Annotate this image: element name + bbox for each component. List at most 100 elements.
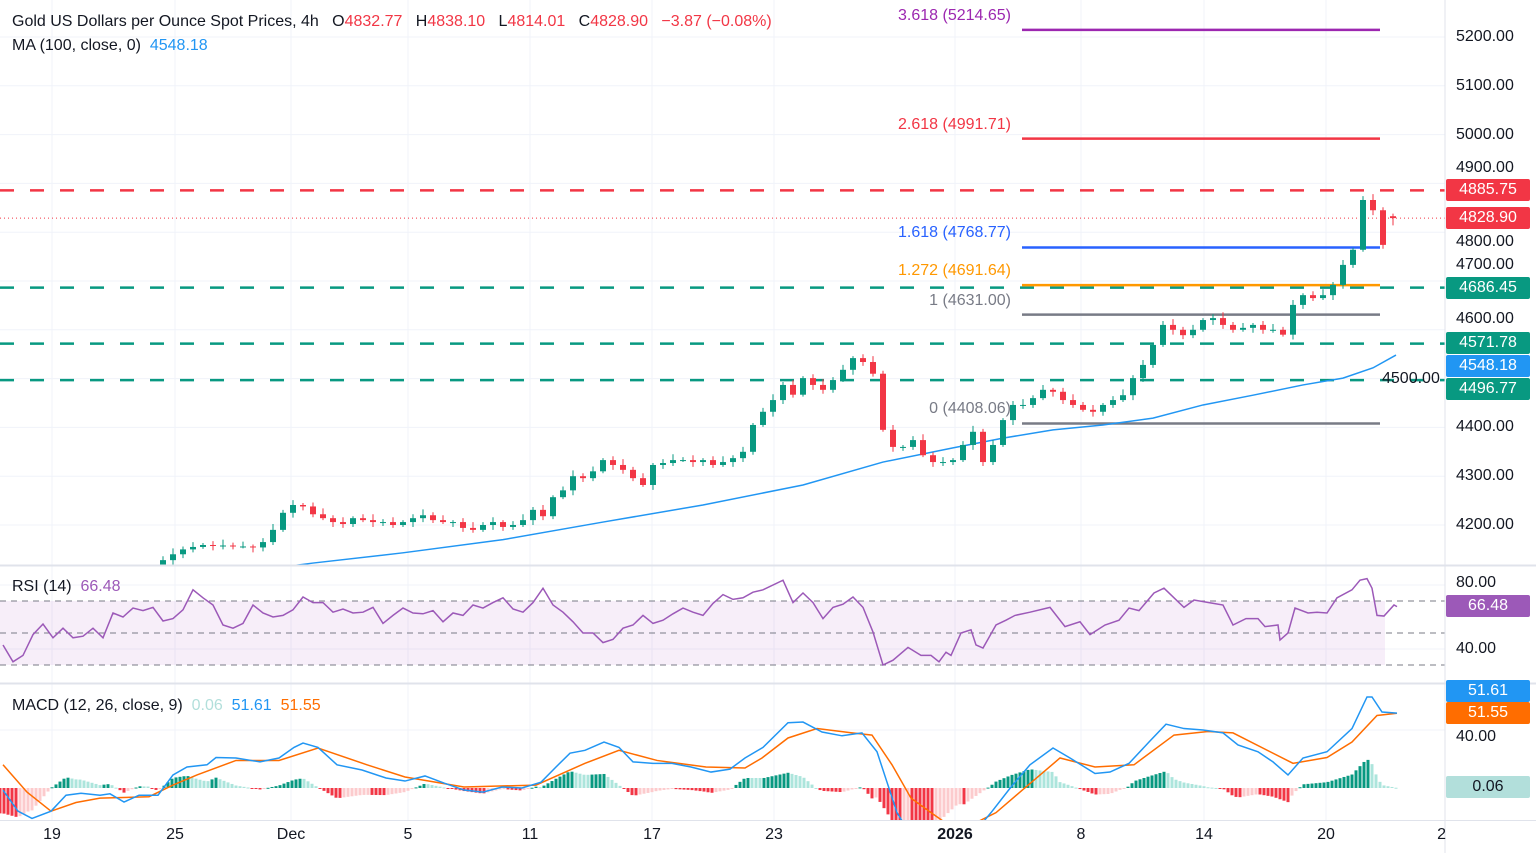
macd-histogram-bar bbox=[906, 788, 910, 820]
macd-histogram-bar bbox=[894, 788, 898, 820]
macd-histogram-bar bbox=[614, 782, 618, 788]
macd-histogram-bar bbox=[334, 788, 338, 798]
macd-histogram-bar bbox=[38, 788, 42, 801]
time-label: 20 bbox=[1317, 826, 1335, 843]
macd-histogram-bar bbox=[1266, 788, 1270, 796]
macd-histogram-bar bbox=[738, 781, 742, 788]
macd-histogram-bar bbox=[902, 788, 906, 820]
price-axis-label: 5000.00 bbox=[1456, 125, 1514, 143]
candle-up bbox=[700, 460, 706, 463]
macd-histogram-bar bbox=[1322, 782, 1326, 788]
candle-down bbox=[1070, 400, 1076, 405]
candle-down bbox=[810, 378, 816, 385]
macd-histogram-bar bbox=[834, 788, 838, 792]
candle-down bbox=[690, 460, 696, 463]
macd-hist-value: 0.06 bbox=[191, 697, 223, 714]
macd-histogram-bar bbox=[138, 786, 142, 788]
macd-histogram-bar bbox=[1226, 788, 1230, 793]
macd-histogram-bar bbox=[322, 788, 326, 791]
macd-histogram-bar bbox=[538, 787, 542, 789]
macd-histogram-bar bbox=[886, 788, 890, 815]
macd-histogram-bar bbox=[310, 783, 314, 788]
low-label: L bbox=[498, 13, 508, 30]
macd-histogram-bar bbox=[1294, 788, 1298, 792]
macd-histogram-bar bbox=[230, 783, 234, 788]
macd-histogram-bar bbox=[762, 777, 766, 788]
macd-histogram-bar bbox=[1290, 788, 1294, 796]
macd-histogram-bar bbox=[1182, 782, 1186, 788]
macd-histogram-bar bbox=[926, 788, 930, 820]
candle-down bbox=[1390, 216, 1396, 219]
macd-histogram-bar bbox=[846, 788, 850, 791]
candle-up bbox=[280, 512, 286, 530]
macd-histogram-bar bbox=[14, 788, 18, 817]
macd-histogram-bar bbox=[522, 788, 526, 790]
macd-histogram-bar bbox=[194, 778, 198, 788]
macd-histogram-bar bbox=[826, 788, 830, 792]
macd-histogram-bar bbox=[1078, 788, 1082, 790]
macd-histogram-bar bbox=[806, 781, 810, 788]
high-label: H bbox=[415, 13, 428, 30]
macd-histogram-bar bbox=[342, 788, 346, 798]
macd-histogram-bar bbox=[374, 788, 378, 795]
macd-histogram-bar bbox=[154, 788, 158, 790]
macd-histogram-bar bbox=[394, 788, 398, 794]
macd-histogram-bar bbox=[402, 788, 406, 793]
change-value: −3.87 (−0.08%) bbox=[661, 13, 772, 30]
candle-down bbox=[630, 469, 636, 479]
macd-histogram-bar bbox=[862, 788, 866, 790]
macd-histogram-bar bbox=[1278, 788, 1282, 800]
macd-histogram-bar bbox=[990, 784, 994, 788]
macd-histogram-bar bbox=[1158, 773, 1162, 788]
macd-histogram-bar bbox=[694, 788, 698, 791]
candle-down bbox=[500, 522, 506, 527]
macd-histogram-bar bbox=[234, 785, 238, 788]
macd-histogram-bar bbox=[1190, 784, 1194, 788]
macd-histogram-bar bbox=[1326, 781, 1330, 788]
macd-histogram-bar bbox=[370, 788, 374, 795]
macd-histogram-bar bbox=[66, 777, 70, 788]
macd-histogram-bar bbox=[574, 772, 578, 788]
macd-histogram-bar bbox=[1142, 777, 1146, 788]
macd-histogram-bar bbox=[994, 781, 998, 788]
macd-histogram-bar bbox=[1154, 774, 1158, 788]
ma-legend[interactable]: MA (100, close, 0) 4548.18 bbox=[12, 36, 208, 56]
candle-down bbox=[1230, 324, 1236, 330]
candle-up bbox=[130, 576, 136, 578]
candle-up bbox=[730, 458, 736, 463]
macd-histogram-bar bbox=[982, 788, 986, 791]
symbol-title[interactable]: Gold US Dollars per Ounce Spot Prices, 4… bbox=[12, 13, 319, 30]
macd-histogram-bar bbox=[550, 781, 554, 788]
candle-up bbox=[1210, 318, 1216, 321]
candle-up bbox=[1110, 400, 1116, 405]
macd-histogram-bar bbox=[1174, 779, 1178, 788]
candle-up bbox=[970, 431, 976, 445]
histogram-badge: 0.06 bbox=[1446, 776, 1530, 798]
macd-histogram-bar bbox=[22, 788, 26, 814]
macd-histogram-bar bbox=[638, 788, 642, 795]
macd-histogram-bar bbox=[246, 787, 250, 789]
macd-histogram-bar bbox=[1082, 788, 1086, 791]
macd-histogram-bar bbox=[910, 788, 914, 820]
price-axis-label: 5100.00 bbox=[1456, 76, 1514, 94]
candle-up bbox=[840, 369, 846, 381]
macd-histogram-bar bbox=[326, 788, 330, 794]
macd-legend[interactable]: MACD (12, 26, close, 9) 0.06 51.61 51.55 bbox=[12, 696, 321, 716]
rsi-legend[interactable]: RSI (14) 66.48 bbox=[12, 577, 121, 597]
macd-histogram-bar bbox=[506, 788, 510, 790]
macd-badge: 51.61 bbox=[1446, 680, 1530, 702]
macd-histogram-bar bbox=[1022, 771, 1026, 788]
macd-histogram-bar bbox=[1198, 785, 1202, 788]
time-label: 14 bbox=[1195, 826, 1213, 843]
candle-down bbox=[460, 522, 466, 528]
macd-histogram-bar bbox=[1122, 788, 1126, 789]
candle-up bbox=[1250, 324, 1256, 328]
macd-histogram-bar bbox=[1114, 788, 1118, 792]
fib-level-label: 2.618 (4991.71) bbox=[898, 115, 1011, 133]
macd-histogram-bar bbox=[1270, 788, 1274, 797]
macd-histogram-bar bbox=[1094, 788, 1098, 795]
macd-histogram-bar bbox=[226, 782, 230, 788]
time-label: 11 bbox=[521, 826, 539, 843]
candle-up bbox=[1270, 329, 1276, 331]
